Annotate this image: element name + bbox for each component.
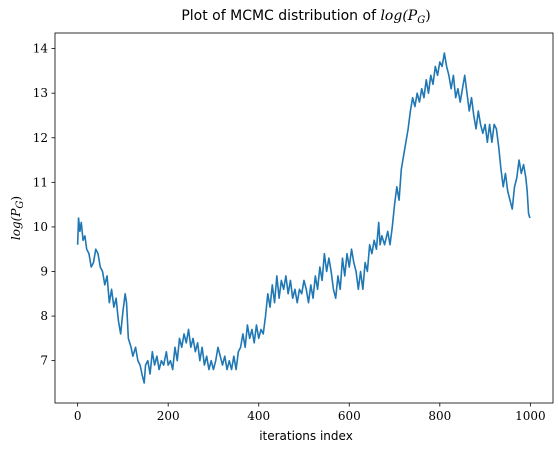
x-axis-label: iterations index	[259, 429, 353, 443]
axes-frame	[54, 32, 554, 404]
series-line-0	[76, 52, 531, 384]
y-tick-label: 11	[33, 175, 48, 189]
y-label-math-sub: G	[15, 201, 26, 209]
title-math: log(P	[380, 8, 417, 24]
y-tick-label: 12	[33, 131, 48, 145]
y-tick-label: 10	[33, 220, 48, 234]
y-tick-label: 14	[33, 42, 49, 56]
title-prefix: Plot of MCMC distribution of	[181, 8, 380, 24]
y-tick-label: 7	[40, 354, 48, 368]
y-label-math-end: )	[9, 196, 23, 201]
x-tick-label: 800	[428, 409, 451, 423]
y-axis-label: log(PG)	[9, 196, 26, 240]
x-tick-label: 400	[247, 409, 270, 423]
y-tick-label: 8	[40, 309, 48, 323]
title-math-sub: G	[417, 15, 425, 26]
y-tick-label: 13	[33, 86, 48, 100]
title-math-end: )	[425, 8, 430, 24]
y-tick-label: 9	[40, 264, 48, 278]
x-tick-label: 200	[157, 409, 180, 423]
plot-area: 0 200 400 600 800 1000 7 8 9 10 11 12 13 14	[33, 32, 554, 423]
x-tick-label: 600	[338, 409, 361, 423]
x-tick-label: 0	[74, 409, 82, 423]
x-tick-label: 1000	[515, 409, 546, 423]
y-label-math: log(P	[9, 208, 23, 240]
chart-title: Plot of MCMC distribution of log(PG)	[181, 8, 430, 26]
